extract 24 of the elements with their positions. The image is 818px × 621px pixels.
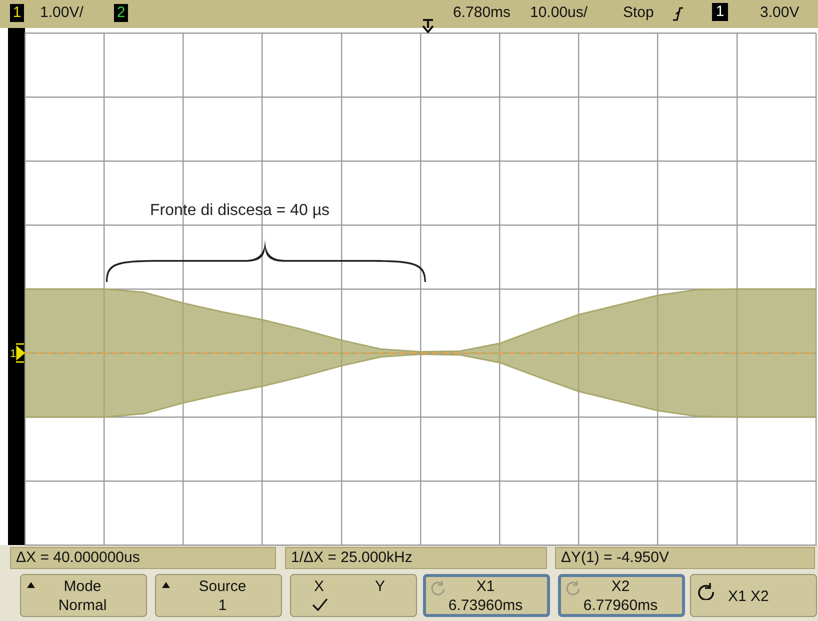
text: 6.73960ms <box>447 597 524 615</box>
text: ΔX = 40.000000us <box>16 549 140 567</box>
text: Source <box>198 578 248 596</box>
text: Mode <box>62 578 102 596</box>
text: 1.00V/ <box>40 4 84 22</box>
text: X2 <box>610 578 631 596</box>
text: 1/ΔX = 25.000kHz <box>291 549 412 567</box>
text: ΔY(1) = -4.950V <box>561 549 669 567</box>
text: 1 <box>217 597 228 615</box>
text: 6.77960ms <box>582 597 659 615</box>
text: X1 X2 <box>728 588 769 606</box>
text: 10.00us/ <box>530 4 588 22</box>
text: 1 <box>712 3 728 21</box>
text: Stop <box>623 4 654 22</box>
text: 3.00V <box>760 4 800 22</box>
text: Y <box>375 578 386 596</box>
text: Normal <box>57 597 108 615</box>
text: 1 <box>10 345 16 363</box>
text: 2 <box>114 4 128 22</box>
text: X1 <box>475 578 496 596</box>
text: 1 <box>10 4 24 22</box>
text: X <box>314 578 324 596</box>
text: 6.780ms <box>453 4 511 22</box>
text: Fronte di discesa = 40 µs <box>150 202 330 220</box>
